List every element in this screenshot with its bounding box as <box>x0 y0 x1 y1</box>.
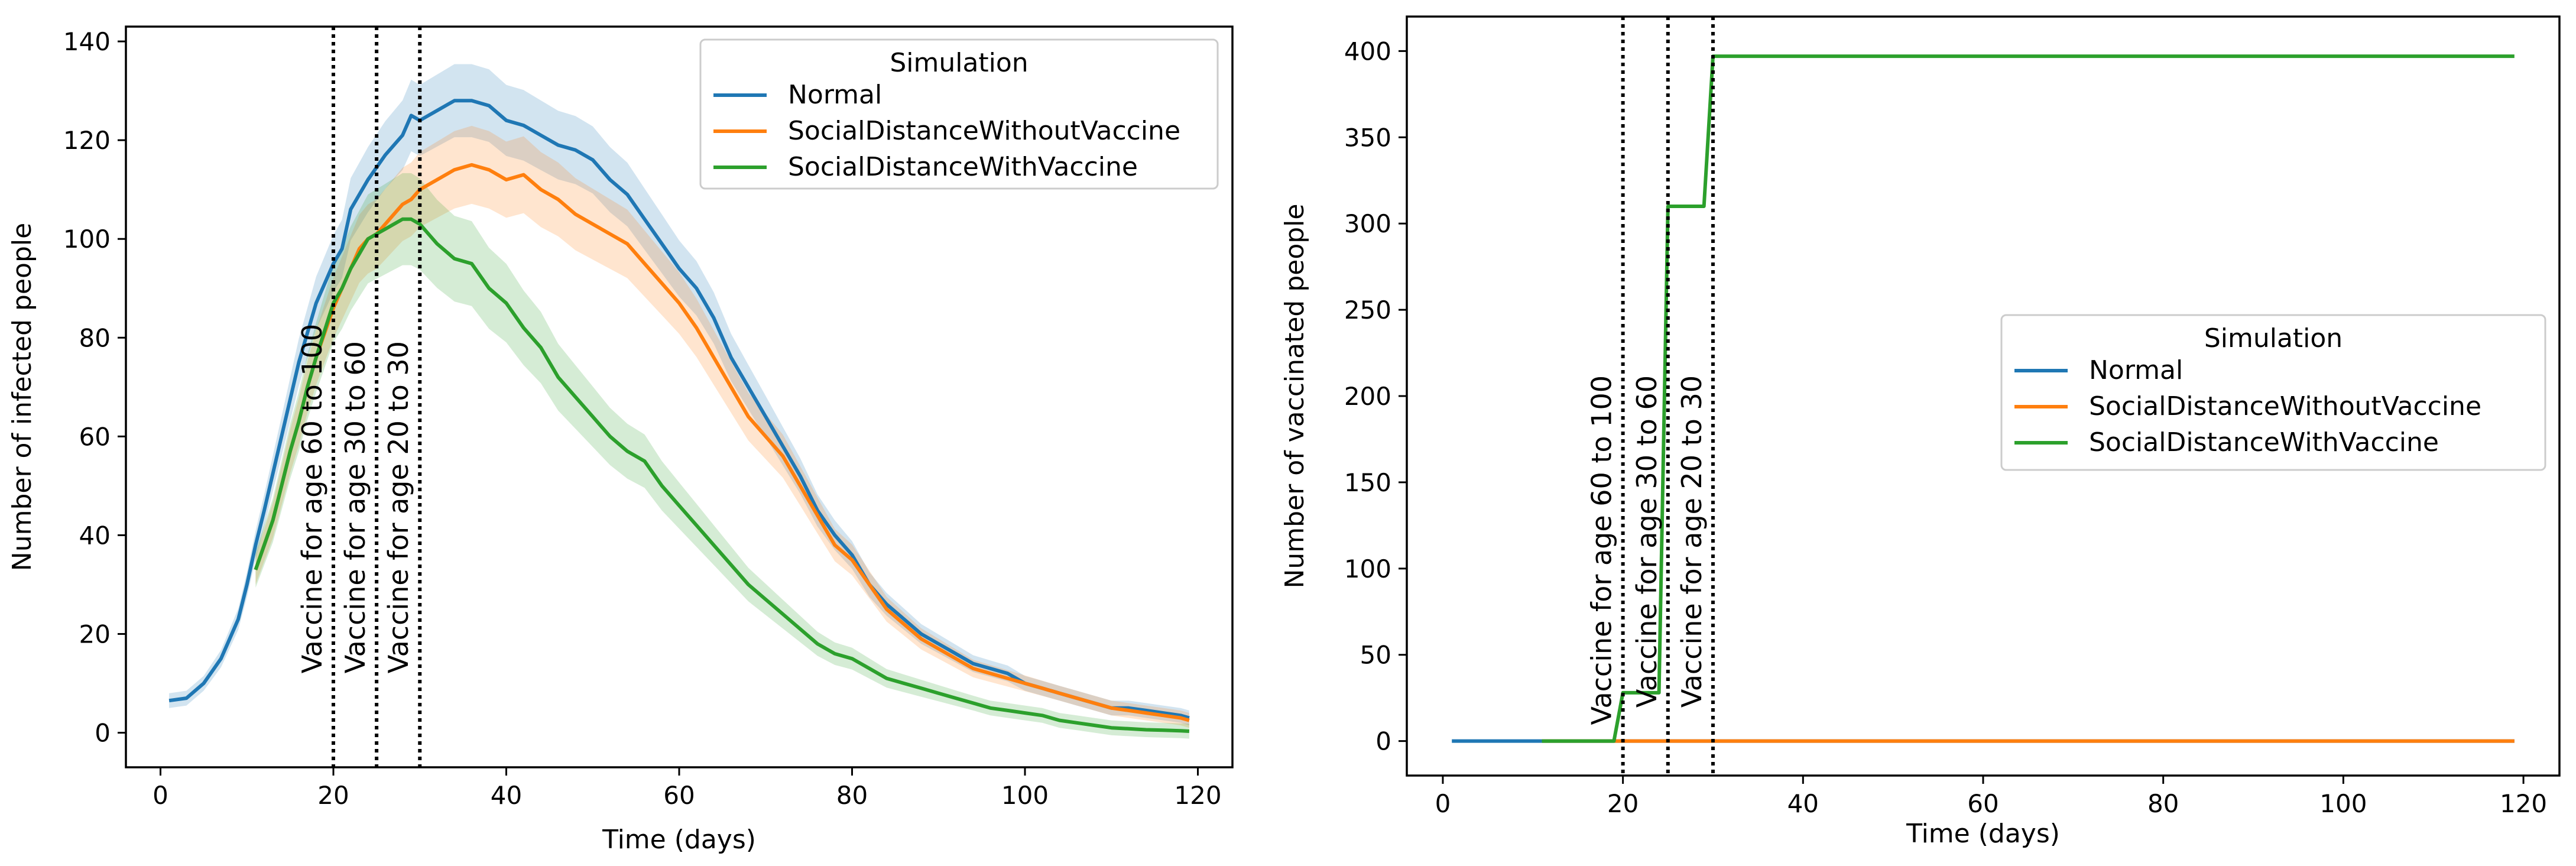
x-tick-label: 120 <box>2500 789 2547 818</box>
y-tick-label: 0 <box>95 719 111 748</box>
legend-box <box>2000 314 2546 471</box>
y-tick-label: 100 <box>1344 554 1391 583</box>
y-tick-label: 60 <box>79 422 111 451</box>
vline-label: Vaccine for age 60 to 100 <box>1586 375 1618 725</box>
x-tick-label: 120 <box>1174 781 1221 810</box>
y-tick-label: 350 <box>1344 123 1391 152</box>
y-tick-label: 40 <box>79 521 111 550</box>
y-tick-label: 200 <box>1344 382 1391 411</box>
x-tick-label: 60 <box>1967 789 1998 818</box>
vline-label: Vaccine for age 30 to 60 <box>1631 375 1663 708</box>
chart-vaccinated: Vaccine for age 60 to 100 Vaccine for age… <box>1280 15 2561 849</box>
legend-label-SocialDistanceWithVaccine: SocialDistanceWithVaccine <box>788 152 1138 182</box>
x-tick-label: 100 <box>2319 789 2367 818</box>
vline-label: Vaccine for age 20 to 30 <box>382 341 414 673</box>
legend: Simulation Normal SocialDistanceWithoutVac… <box>2000 314 2546 471</box>
band-SocialDistanceWithVaccine <box>255 173 1189 739</box>
legend-label-Normal: Normal <box>2089 355 2183 385</box>
y-tick-label: 150 <box>1344 468 1391 497</box>
y-tick-label: 250 <box>1344 296 1391 325</box>
y-tick-label: 140 <box>63 27 111 56</box>
legend-label-SocialDistanceWithoutVaccine: SocialDistanceWithoutVaccine <box>2089 391 2481 421</box>
x-tick-label: 40 <box>491 781 522 810</box>
x-tick-label: 20 <box>1607 789 1639 818</box>
y-tick-label: 50 <box>1360 641 1391 670</box>
x-tick-label: 80 <box>836 781 868 810</box>
x-axis-title: Time (days) <box>602 825 756 855</box>
x-tick-label: 40 <box>1787 789 1819 818</box>
x-tick-label: 0 <box>1435 789 1451 818</box>
y-tick-label: 100 <box>63 225 111 254</box>
x-tick-label: 100 <box>1001 781 1049 810</box>
legend-title: Simulation <box>2204 323 2343 353</box>
legend-title: Simulation <box>890 48 1028 78</box>
vline-label: Vaccine for age 20 to 30 <box>1676 375 1708 708</box>
y-tick-label: 400 <box>1344 37 1391 66</box>
legend-box <box>699 38 1219 190</box>
legend-label-Normal: Normal <box>788 80 882 110</box>
x-tick-label: 80 <box>2147 789 2179 818</box>
x-tick-label: 20 <box>317 781 349 810</box>
x-tick-label: 60 <box>663 781 695 810</box>
y-axis-title: Number of vaccinated people <box>1280 204 1310 589</box>
x-tick-label: 0 <box>153 781 168 810</box>
legend-label-SocialDistanceWithVaccine: SocialDistanceWithVaccine <box>2089 427 2439 458</box>
y-tick-label: 300 <box>1344 209 1391 238</box>
legend: Simulation Normal SocialDistanceWithoutVac… <box>699 38 1219 190</box>
y-axis-title: Number of infected people <box>7 223 37 571</box>
vline-label: Vaccine for age 30 to 60 <box>339 341 371 673</box>
y-tick-label: 0 <box>1375 727 1391 756</box>
y-tick-label: 120 <box>63 126 111 155</box>
chart-infected: Vaccine for age 60 to 100 Vaccine for age… <box>7 25 1234 855</box>
series-line-SocialDistanceWithVaccine <box>254 217 1190 733</box>
x-axis-title: Time (days) <box>1906 819 2060 849</box>
vline-label: Vaccine for age 60 to 100 <box>296 324 328 673</box>
series-line-Normal <box>168 99 1190 720</box>
y-tick-label: 20 <box>79 620 111 648</box>
legend-label-SocialDistanceWithoutVaccine: SocialDistanceWithoutVaccine <box>788 116 1180 146</box>
y-tick-label: 80 <box>79 323 111 352</box>
